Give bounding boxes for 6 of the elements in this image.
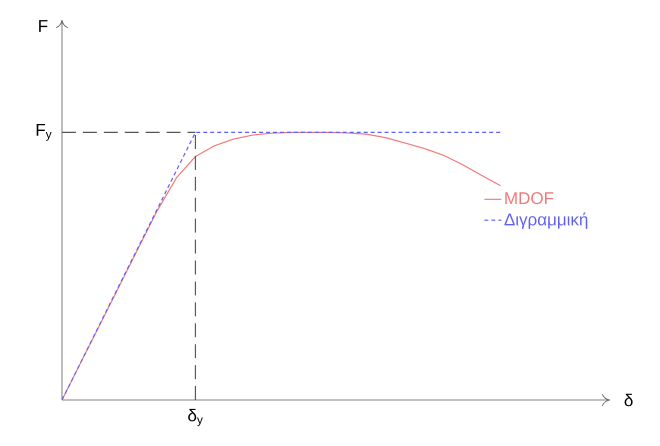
legend-label: MDOF [505,192,554,204]
text: F [39,20,48,32]
ref-line-label: F$_{y}$ [36,124,52,141]
text: δ [624,394,633,406]
text: δ$_{y}$ [188,408,203,426]
legend-label: Διγραμμική [504,212,588,229]
